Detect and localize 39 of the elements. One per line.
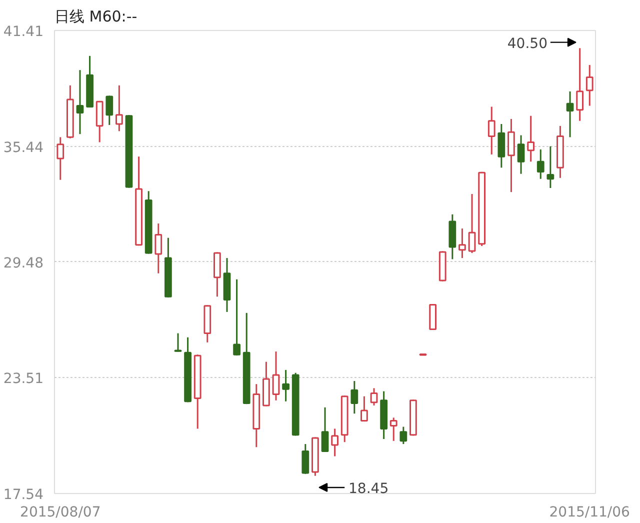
- candlestick: [586, 64, 594, 107]
- candlestick: [458, 228, 466, 259]
- candlestick: [527, 115, 535, 162]
- candlestick: [106, 94, 114, 126]
- candlestick: [282, 369, 290, 402]
- candlestick: [566, 90, 574, 138]
- candlestick: [302, 443, 310, 475]
- y-tick-label: 29.48: [3, 255, 44, 272]
- candlestick: [517, 134, 525, 175]
- annotation: 18.45: [348, 480, 389, 497]
- y-tick-label: 17.54: [3, 487, 44, 503]
- candlestick: [498, 123, 506, 168]
- candlestick: [272, 350, 280, 402]
- candlestick: [56, 136, 64, 181]
- x-tick-label: 2015/11/06: [549, 504, 630, 520]
- candlestick: [370, 387, 378, 406]
- x-tick-label: 2015/08/07: [20, 504, 101, 520]
- candlestick: [468, 193, 476, 254]
- candlestick: [115, 84, 123, 132]
- candlestick: [174, 332, 182, 352]
- candlestick: [576, 47, 584, 122]
- y-tick-label: 41.41: [3, 24, 44, 40]
- candlestick: [331, 428, 338, 458]
- candlestick: [233, 278, 240, 356]
- candlestick: [390, 416, 398, 442]
- candlestick: [154, 222, 162, 274]
- y-tick-label: 35.44: [3, 140, 44, 156]
- candlestick: [488, 106, 496, 156]
- candlestick: [76, 69, 84, 135]
- y-tick-label: 23.51: [3, 371, 44, 388]
- candlestick: [321, 406, 329, 453]
- candlestick: [536, 148, 544, 180]
- candlestick: [350, 380, 358, 414]
- chart-title: 日线 M60:--: [54, 8, 138, 26]
- candlestick: [400, 426, 408, 445]
- candlestick: [360, 396, 368, 422]
- candlestick: [546, 146, 554, 189]
- annotation: 40.50: [507, 36, 548, 52]
- candlestick: [508, 118, 515, 193]
